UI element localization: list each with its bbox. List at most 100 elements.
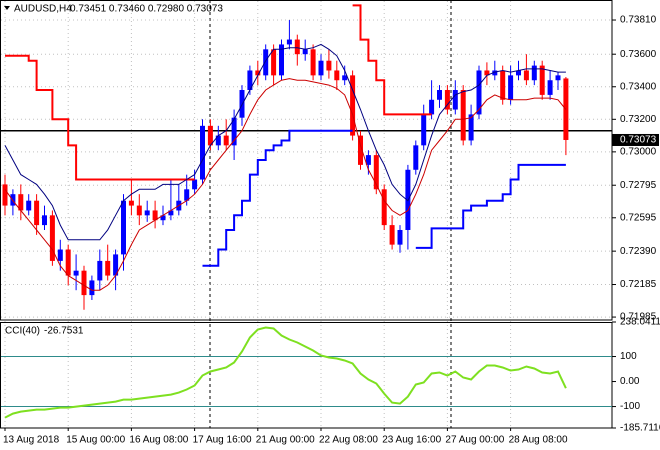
chart-subtitle: 0.73451 0.73460 0.72980 0.73073 (70, 4, 223, 15)
candle-body (128, 200, 134, 206)
candle-body (350, 75, 356, 136)
candle-body (279, 44, 284, 76)
candle-body (492, 70, 498, 76)
candle-body (555, 75, 561, 81)
candle-body (81, 270, 87, 296)
indicator-panel-frame (0, 322, 613, 429)
last-price-tag (612, 133, 659, 146)
y-tick-label: -185.7116 (620, 423, 660, 434)
y-tick-label: 0.72595 (620, 212, 657, 223)
y-tick-label: 238.0411 (620, 317, 660, 328)
candle-body (152, 210, 158, 221)
candle-body (310, 49, 316, 76)
x-tick-label: 22 Aug 08:00 (319, 435, 378, 446)
x-tick-label: 17 Aug 16:00 (193, 435, 252, 446)
overlay-line (4, 78, 567, 291)
candle-body (136, 205, 142, 216)
candle-body (531, 65, 537, 81)
last-price-label: 0.73073 (620, 135, 657, 146)
x-tick-label: 23 Aug 16:00 (382, 435, 441, 446)
candle-body (547, 80, 553, 95)
main-panel-frame (0, 0, 613, 321)
candle-body (523, 70, 529, 81)
candle-body (89, 280, 95, 296)
x-tick-label: 21 Aug 00:00 (256, 435, 315, 446)
candle-body (468, 114, 474, 141)
y-tick-label: 0.72795 (620, 180, 657, 191)
candle-body (397, 229, 403, 245)
candle-body (460, 90, 466, 141)
candle-body (476, 70, 482, 115)
candle-body (207, 125, 213, 146)
candle-body (294, 39, 300, 55)
candle-body (452, 90, 458, 110)
candle-body (389, 225, 395, 245)
candle-body (57, 249, 63, 261)
candle-body (318, 60, 324, 76)
candle-body (413, 145, 419, 170)
candle-body (18, 194, 24, 211)
candle-body (200, 125, 205, 180)
overlay-line (202, 129, 566, 267)
menu-triangle[interactable] (4, 6, 10, 10)
candle-body (113, 254, 119, 276)
candle-body (358, 135, 363, 165)
y-tick-label: 0.71985 (620, 312, 657, 323)
indicator-line (4, 326, 567, 419)
y-tick-label: 0.00 (620, 376, 640, 387)
y-tick-label: 0.73200 (620, 114, 657, 125)
candle-body (429, 99, 435, 115)
x-tick-label: 16 Aug 08:00 (129, 435, 188, 446)
candle-body (34, 200, 40, 226)
candle-body (381, 189, 387, 226)
y-tick-label: 0.72185 (620, 279, 657, 290)
candle-body (286, 39, 292, 45)
y-tick-label: 0.73810 (620, 15, 657, 26)
candle-body (223, 135, 229, 146)
x-tick-label: 28 Aug 08:00 (509, 435, 568, 446)
candle-body (97, 260, 103, 281)
candle-body (334, 70, 340, 81)
y-tick-label: 0.73400 (620, 81, 657, 92)
candle-body (184, 189, 190, 201)
candle-body (500, 70, 506, 100)
x-tick-label: 15 Aug 00:00 (66, 435, 125, 446)
y-tick-label: 0.73000 (620, 147, 657, 158)
candle-body (484, 70, 490, 76)
candle-body (168, 210, 174, 216)
candle-body (247, 70, 253, 91)
candle-body (215, 135, 221, 146)
candle-body (73, 270, 79, 276)
overlay-line (4, 43, 566, 241)
y-tick-label: -100 (620, 401, 640, 412)
candle-body (231, 117, 237, 146)
y-tick-label: 0.72390 (620, 246, 657, 257)
candle-body (144, 210, 150, 216)
candle-body (26, 200, 32, 211)
candle-body (49, 215, 55, 261)
x-tick-label: 27 Aug 00:00 (445, 435, 504, 446)
overlay-line (5, 4, 432, 181)
x-tick-label: 13 Aug 2018 (3, 435, 60, 446)
chart-title: AUDUSD,H4 (14, 4, 72, 15)
candle-body (342, 75, 348, 81)
candle-body (437, 90, 442, 100)
candle-body (192, 179, 198, 190)
candle-body (65, 249, 71, 276)
candle-body (326, 60, 332, 71)
candle-body (2, 184, 8, 206)
candle-body (121, 200, 126, 255)
candle-body (271, 49, 277, 76)
indicator-title: CCI(40) (5, 326, 40, 337)
candle-body (160, 215, 166, 221)
candle-body (444, 90, 450, 110)
candle-body (421, 114, 427, 146)
y-tick-label: 0.73600 (620, 49, 657, 60)
indicator-value: -26.7531 (44, 326, 84, 337)
candle-body (302, 49, 308, 55)
candle-body (373, 155, 379, 190)
candle-body (539, 65, 545, 95)
candle-body (516, 70, 521, 76)
